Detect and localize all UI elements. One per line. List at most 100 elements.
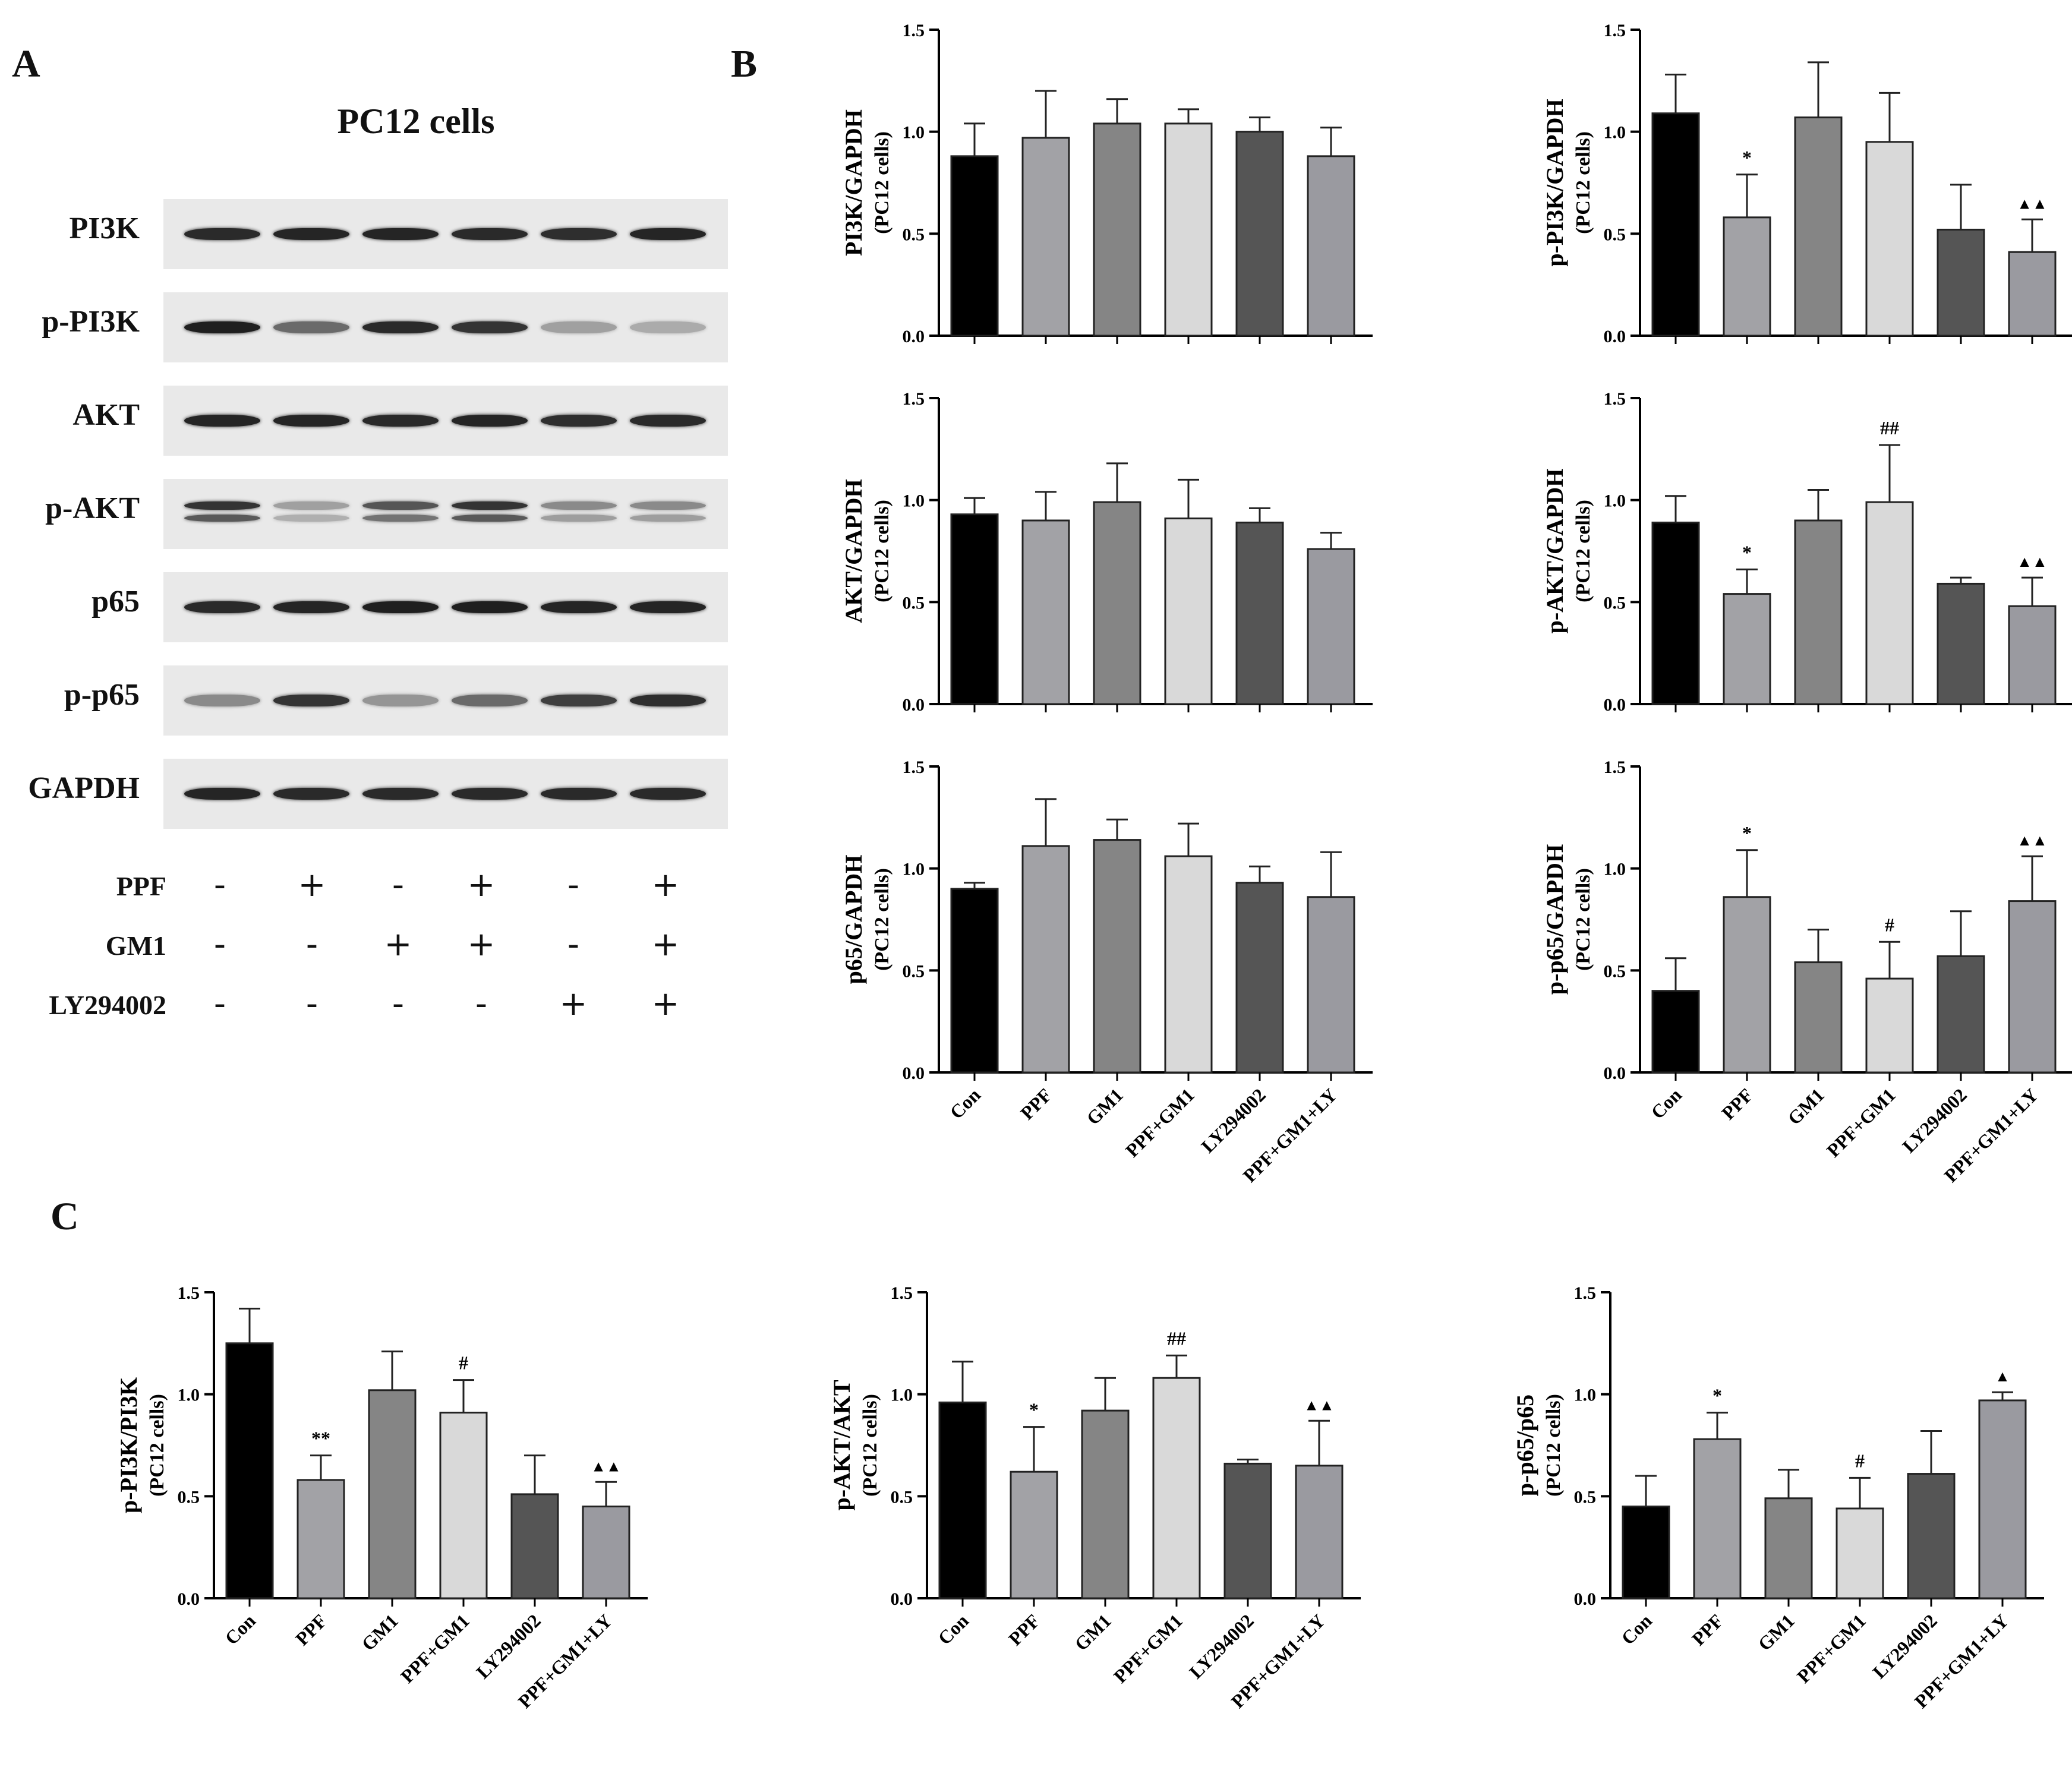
bar <box>1794 519 1843 705</box>
blot-band <box>452 601 528 613</box>
x-tick-label: GM1 <box>1070 1610 1115 1655</box>
condition-sign: + <box>559 985 588 1023</box>
blot-band <box>452 501 528 510</box>
y-tick-label: 0.0 <box>903 327 925 346</box>
bar <box>1794 116 1843 337</box>
blot-band <box>630 695 706 706</box>
bar <box>1164 855 1213 1074</box>
chart-p-pi3k-pi3k: 0.0 0.5 1.0 1.5 p-PI3K/PI3K (PC12 cells) Con **… <box>115 1283 648 1712</box>
y-axis-label: p65/GAPDH <box>840 855 867 985</box>
condition-sign: - <box>305 985 318 1023</box>
y-axis-label: p-p65/p65 <box>1512 1394 1538 1496</box>
y-axis-sublabel: (PC12 cells) <box>871 500 893 602</box>
y-tick-label: 0.5 <box>903 225 925 244</box>
bar <box>368 1389 417 1599</box>
bar <box>1723 896 1771 1074</box>
blot-band <box>184 501 260 510</box>
significance-mark: ▲▲ <box>2017 195 2047 212</box>
condition-sign: + <box>467 866 496 904</box>
y-tick-label: 1.5 <box>903 389 925 409</box>
blot-band <box>184 515 260 522</box>
x-tick-label: PPF+GM1 <box>1822 1084 1900 1161</box>
bar <box>297 1479 345 1599</box>
blot-band <box>273 695 349 706</box>
y-tick-label: 0.0 <box>891 1589 913 1609</box>
bar <box>510 1493 559 1599</box>
bar <box>1164 518 1213 705</box>
y-tick-label: 1.5 <box>1604 21 1626 40</box>
condition-sign: - <box>213 866 226 904</box>
bar <box>1836 1507 1884 1599</box>
blot-band <box>273 321 349 333</box>
blot-band <box>273 228 349 240</box>
significance-mark: ▲▲ <box>591 1457 621 1475</box>
y-axis-label: p-AKT/GAPDH <box>1541 469 1568 634</box>
chart-p-akt-gapdh: 0.0 0.5 1.0 1.5 p-AKT/GAPDH (PC12 cells) * ## ▲▲ <box>1541 389 2072 715</box>
blot-row-label: p-PI3K <box>42 305 140 339</box>
blot-strip <box>163 479 728 549</box>
significance-mark: # <box>1855 1450 1865 1471</box>
blot-band <box>452 228 528 240</box>
blot-band <box>184 321 260 333</box>
bar <box>439 1412 488 1599</box>
y-tick-label: 0.5 <box>1604 225 1626 244</box>
blot-row-label: PI3K <box>69 212 140 245</box>
bar <box>950 888 999 1074</box>
condition-sign: - <box>305 925 318 964</box>
bar <box>1307 896 1355 1074</box>
blot-band <box>184 415 260 427</box>
bar <box>1081 1409 1130 1599</box>
x-tick-label: GM1 <box>357 1610 402 1655</box>
bar <box>1937 228 1985 337</box>
blot-band <box>273 515 349 522</box>
bar <box>1723 216 1771 337</box>
bar <box>1235 131 1284 337</box>
x-tick-label: Con <box>220 1610 260 1649</box>
condition-sign: + <box>384 925 412 964</box>
condition-sign: - <box>567 925 580 964</box>
bar <box>1651 990 1700 1074</box>
blot-band <box>630 415 706 427</box>
chart-akt-gapdh: 0.0 0.5 1.0 1.5 AKT/GAPDH (PC12 cells) <box>840 389 1373 715</box>
bar <box>1651 521 1700 705</box>
blot-band <box>273 601 349 613</box>
bar <box>1021 845 1070 1074</box>
condition-label: PPF <box>116 871 166 901</box>
y-tick-label: 1.5 <box>178 1283 200 1303</box>
bar <box>1152 1377 1201 1599</box>
panel-label-b: B <box>731 42 758 86</box>
bar <box>1235 882 1284 1074</box>
x-tick-label: Con <box>933 1610 973 1649</box>
blot-band <box>541 415 617 427</box>
y-axis-sublabel: (PC12 cells) <box>871 868 893 971</box>
blot-band <box>541 601 617 613</box>
bar <box>225 1342 274 1599</box>
blot-band <box>541 228 617 240</box>
bar <box>1865 501 1914 705</box>
chart-p65-gapdh: 0.0 0.5 1.0 1.5 p65/GAPDH (PC12 cells) Con PPF G… <box>840 758 1373 1187</box>
x-tick-label: PPF+GM1 <box>1121 1084 1199 1161</box>
y-tick-label: 0.0 <box>1574 1589 1597 1609</box>
y-tick-label: 0.0 <box>903 1064 925 1083</box>
y-axis-label: p-PI3K/GAPDH <box>1541 99 1568 266</box>
blot-row-label: GAPDH <box>28 771 140 805</box>
blot-row-label: p-AKT <box>45 491 140 525</box>
x-tick-label: PPF <box>291 1610 331 1649</box>
x-tick-label: PPF+GM1 <box>1109 1610 1187 1687</box>
y-tick-label: 1.0 <box>1574 1386 1597 1405</box>
panel-label-c: C <box>51 1195 79 1238</box>
y-tick-label: 1.5 <box>1604 758 1626 777</box>
blot-band <box>273 501 349 510</box>
significance-mark: ** <box>311 1428 330 1449</box>
significance-mark: * <box>1713 1385 1722 1406</box>
x-tick-label: LY294002 <box>472 1610 545 1683</box>
blot-band <box>362 501 439 510</box>
condition-label: LY294002 <box>49 990 166 1020</box>
x-tick-label: LY294002 <box>1868 1610 1941 1683</box>
blot-row-label: AKT <box>72 398 140 432</box>
blot-band <box>362 695 439 706</box>
bar <box>950 155 999 337</box>
blot-band <box>452 415 528 427</box>
x-tick-label: GM1 <box>1754 1610 1799 1655</box>
y-tick-label: 1.5 <box>891 1283 913 1303</box>
